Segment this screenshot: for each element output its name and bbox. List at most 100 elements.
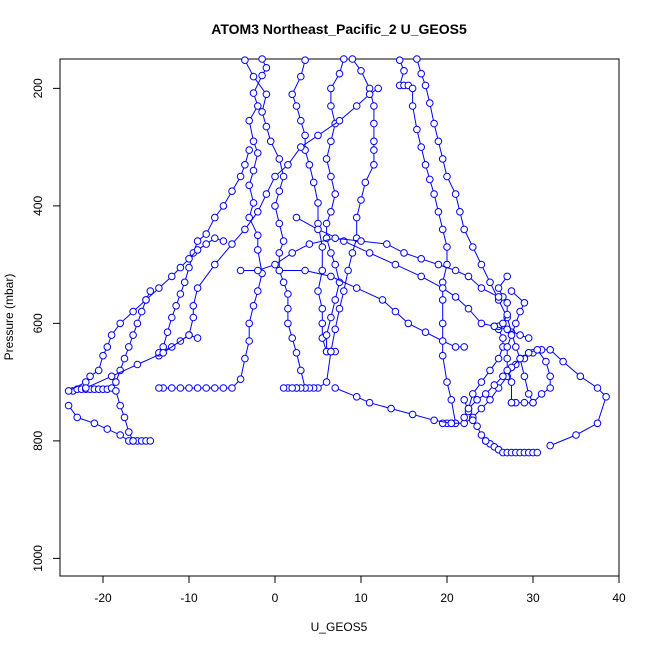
data-point: [137, 307, 146, 316]
data-point: [327, 137, 335, 146]
data-point: [249, 302, 258, 310]
data-point: [155, 384, 163, 392]
data-point: [451, 343, 460, 351]
data-point: [460, 396, 469, 404]
x-tick-label: 10: [354, 591, 368, 605]
data-point: [253, 208, 262, 216]
data-point: [503, 343, 512, 351]
data-point: [275, 219, 284, 228]
data-point: [421, 161, 430, 169]
data-point: [253, 287, 262, 295]
data-point: [469, 243, 477, 251]
data-point: [443, 243, 451, 251]
x-tick-label: 0: [272, 591, 279, 605]
series-16: [460, 346, 555, 422]
data-point: [64, 401, 73, 410]
data-point: [284, 304, 292, 313]
data-point: [271, 202, 279, 210]
data-point: [249, 137, 258, 146]
x-tick-label: 30: [526, 591, 540, 605]
data-point: [348, 249, 357, 257]
data-point: [494, 354, 503, 363]
data-point: [253, 149, 262, 157]
data-point: [486, 278, 494, 287]
data-point: [524, 349, 533, 357]
data-point: [236, 172, 245, 181]
data-point: [249, 166, 258, 175]
data-point: [520, 372, 529, 381]
data-point: [297, 72, 305, 81]
data-point: [576, 372, 585, 381]
data-point: [288, 334, 297, 342]
data-point: [460, 225, 469, 234]
data-point: [262, 190, 271, 198]
data-point: [370, 137, 378, 146]
data-point: [370, 146, 378, 154]
data-point: [258, 108, 266, 116]
data-point: [438, 351, 447, 360]
data-point: [413, 125, 421, 134]
data-point: [125, 428, 133, 436]
data-point: [99, 351, 107, 360]
data-point: [438, 296, 447, 304]
data-point: [327, 84, 335, 93]
data-point: [245, 213, 253, 222]
data-point: [253, 102, 262, 110]
data-point: [430, 190, 438, 198]
data-point: [245, 116, 253, 125]
data-point: [202, 240, 210, 248]
data-point: [172, 302, 180, 310]
data-point: [318, 319, 327, 328]
data-point: [400, 249, 408, 257]
data-point: [249, 72, 258, 81]
data-point: [542, 357, 550, 366]
data-point: [352, 102, 361, 110]
data-point: [370, 102, 378, 110]
data-point: [314, 199, 322, 207]
data-point: [309, 178, 318, 187]
data-point: [464, 272, 473, 281]
data-point: [284, 290, 292, 298]
data-point: [241, 161, 249, 169]
data-point: [327, 313, 335, 322]
data-point: [546, 384, 555, 392]
data-point: [383, 240, 391, 248]
data-point: [430, 416, 438, 425]
x-tick-label: 40: [612, 591, 626, 605]
data-point: [507, 378, 516, 386]
data-point: [292, 102, 301, 110]
data-point: [365, 249, 374, 257]
data-point: [288, 384, 297, 392]
data-point: [219, 202, 228, 210]
data-point: [413, 55, 421, 63]
data-point: [176, 290, 185, 298]
x-axis: -20 -10 0 10 20 30 40: [94, 575, 626, 605]
data-point: [202, 230, 210, 238]
data-point: [546, 441, 555, 450]
series-5: [395, 56, 460, 428]
data-point: [120, 413, 129, 422]
data-point: [189, 313, 198, 322]
data-point: [253, 231, 262, 240]
data-point: [357, 196, 365, 204]
data-point: [228, 384, 236, 392]
data-point: [301, 131, 309, 140]
plot-frame: [59, 58, 620, 577]
data-point: [533, 346, 542, 354]
data-point: [408, 84, 417, 93]
data-point: [297, 116, 305, 125]
data-point: [327, 249, 335, 257]
data-point: [322, 155, 331, 163]
data-point: [490, 381, 499, 389]
data-point: [512, 319, 520, 328]
data-point: [236, 266, 245, 275]
data-point: [477, 404, 486, 413]
data-point: [271, 260, 279, 269]
data-point: [202, 384, 210, 392]
data-point: [331, 325, 340, 334]
data-point: [460, 343, 469, 351]
data-point: [473, 396, 481, 404]
data-point: [258, 71, 266, 80]
series-19: [503, 287, 529, 407]
